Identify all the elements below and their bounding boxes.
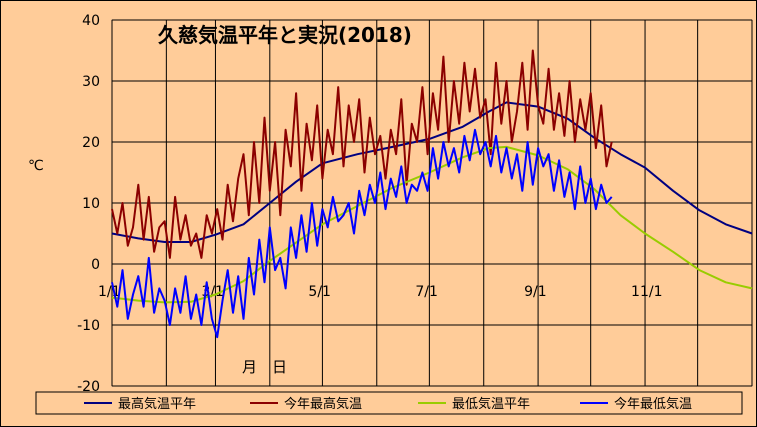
y-ticks: -20 -10 0 10 20 30 40: [77, 13, 100, 395]
x-tick-label: 11/1: [631, 284, 662, 300]
y-tick-label: 10: [82, 196, 100, 212]
legend-label-3: 最低気温平年: [452, 396, 530, 412]
y-tick-label: 40: [82, 13, 100, 29]
legend-label-2: 今年最高気温: [284, 396, 362, 412]
series-line-1: [111, 101, 753, 243]
y-tick-label: 20: [82, 135, 100, 151]
y-tick-label: -20: [77, 379, 100, 395]
series-layer: [111, 49, 753, 339]
x-tick-label: 5/1: [308, 284, 331, 300]
series-line-3: [111, 145, 753, 304]
y-tick-label: 30: [82, 74, 100, 90]
series-line-2: [111, 49, 613, 259]
y-axis-label: ℃: [28, 158, 44, 174]
legend: 最高気温平年 今年最高気温 最低気温平年 今年最低気温: [35, 391, 743, 415]
y-tick-label: -10: [77, 318, 100, 334]
legend-box: [35, 391, 743, 415]
chart-title: 久慈気温平年と実況(2018): [158, 23, 412, 47]
x-tick-label: 9/1: [524, 284, 547, 300]
x-tick-label: 7/1: [415, 284, 438, 300]
legend-label-4: 今年最低気温: [614, 396, 692, 412]
legend-label-1: 最高気温平年: [118, 396, 196, 412]
x-axis-label: 月 日: [242, 358, 287, 376]
y-tick-label: 0: [91, 257, 100, 273]
series-line-4: [111, 128, 613, 339]
grid: [111, 19, 753, 387]
